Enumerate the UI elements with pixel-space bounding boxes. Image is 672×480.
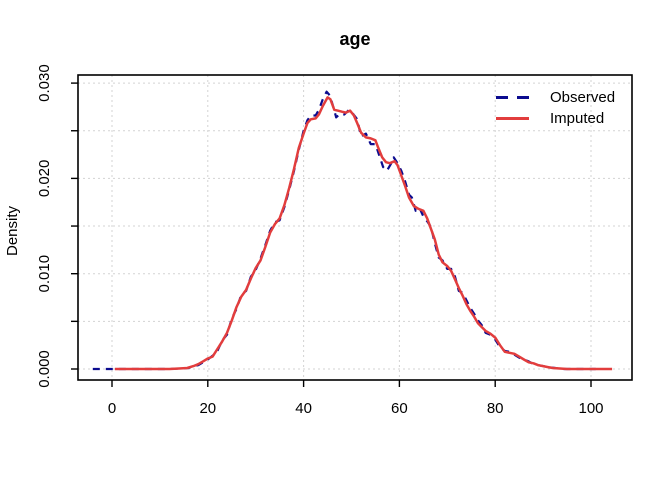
x-tick-label: 20 <box>199 400 216 417</box>
x-tick-label: 40 <box>295 400 312 417</box>
observed-line-sample-icon <box>496 96 529 99</box>
y-axis-label: Density <box>4 205 21 256</box>
legend: Observed Imputed <box>496 87 615 129</box>
imputed-line-sample-icon <box>496 117 529 120</box>
chart-title: age <box>339 29 371 49</box>
y-tick-label: 0.000 <box>36 350 53 388</box>
x-tick-label: 60 <box>391 400 408 417</box>
x-tick-label: 80 <box>487 400 504 417</box>
x-tick-label: 100 <box>578 400 603 417</box>
x-tick-label: 0 <box>108 400 116 417</box>
y-tick-label: 0.010 <box>36 255 53 293</box>
legend-label-observed: Observed <box>550 89 616 106</box>
legend-item-observed: Observed <box>496 87 615 108</box>
curve-imputed <box>114 96 613 371</box>
legend-label-imputed: Imputed <box>550 110 605 127</box>
curve-observed <box>92 90 596 371</box>
plot-border <box>77 74 633 381</box>
y-tick-label: 0.030 <box>36 64 53 102</box>
legend-item-imputed: Imputed <box>496 108 615 129</box>
y-tick-label: 0.020 <box>36 160 53 198</box>
